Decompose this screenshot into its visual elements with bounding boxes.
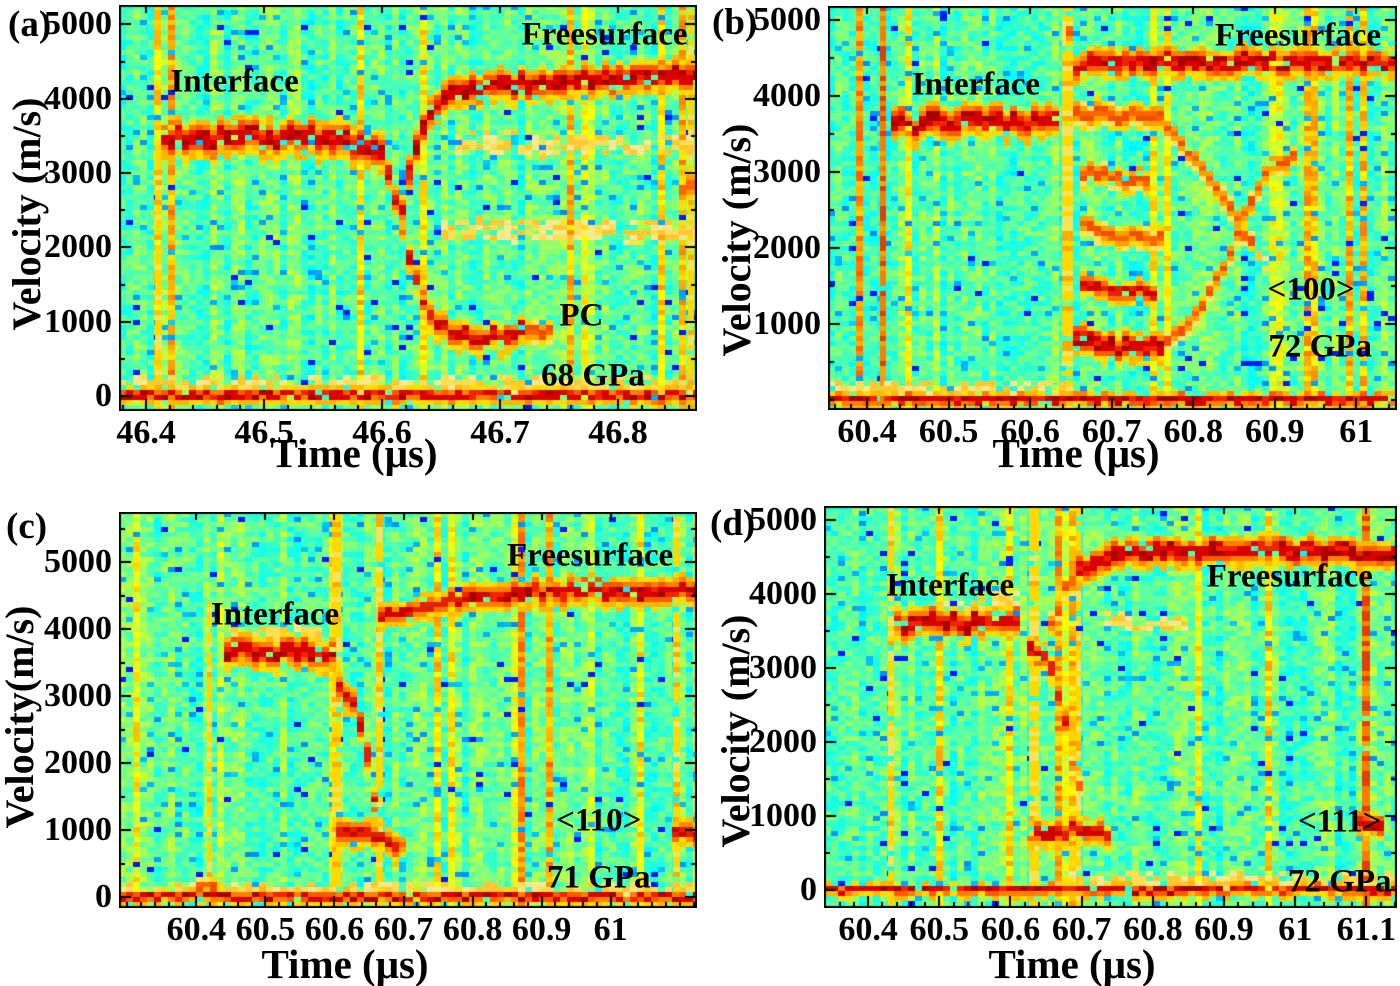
x-tick-label: 46.6	[352, 414, 412, 451]
annotation-interface: Interface	[885, 567, 1015, 604]
y-tick-label: 2000	[44, 744, 112, 782]
x-axis-title-b: Time (μs)	[992, 430, 1160, 476]
y-tick-label: 4000	[44, 610, 112, 648]
annotation-72-gpa: 72 GPa	[1268, 328, 1372, 365]
annotation-freesurface: Freesurface	[1206, 558, 1373, 595]
x-tick-label: 60.5	[909, 911, 970, 948]
y-tick-label: 4000	[44, 79, 112, 117]
x-axis-title-a: Time (μs)	[270, 430, 438, 476]
x-tick-label: 46.8	[588, 414, 648, 451]
y-tick-label: 1000	[44, 302, 112, 340]
x-tick-label: 60.7	[1081, 413, 1142, 450]
y-tick-label: 0	[95, 377, 112, 415]
y-tick-label: 4000	[753, 77, 821, 115]
annotation-68-gpa: 68 GPa	[541, 357, 645, 394]
annotation-interface: Interface	[210, 596, 340, 633]
annotation-freesurface: Freesurface	[521, 16, 688, 53]
x-tick-label: 46.4	[116, 414, 176, 451]
y-axis-title-c: Velocity(m/s)	[0, 605, 42, 829]
annotation--110-: <110>	[556, 802, 642, 839]
annotation--100-: <100>	[1267, 271, 1355, 308]
y-tick-label: 5000	[44, 5, 112, 43]
x-tick-label: 60.8	[1163, 413, 1223, 450]
x-tick-label: 60.7	[373, 911, 434, 948]
y-tick-label: 3000	[44, 677, 112, 715]
y-tick-label: 1000	[749, 797, 817, 835]
x-tick-label: 46.7	[470, 414, 530, 451]
y-tick-label: 1000	[753, 305, 821, 343]
x-tick-label: 61	[1339, 413, 1374, 450]
x-tick-label: 60.9	[511, 911, 572, 948]
y-tick-label: 2000	[44, 228, 112, 266]
x-tick-label: 60.5	[918, 413, 979, 450]
panel-letter-a: (a)	[8, 4, 52, 45]
y-tick-label: 5000	[753, 1, 821, 39]
panel-letter-b: (b)	[712, 2, 758, 43]
x-tick-label: 61	[593, 911, 628, 948]
y-tick-label: 5000	[44, 543, 112, 581]
x-tick-label: 60.8	[442, 911, 503, 948]
annotation--111-: <111>	[1297, 803, 1382, 840]
annotation-72-gpa: 72 GPa	[1287, 863, 1392, 900]
x-tick-label: 60.6	[1000, 413, 1060, 450]
y-tick-label: 3000	[44, 154, 112, 192]
x-tick-label: 60.8	[1123, 911, 1183, 948]
y-tick-label: 3000	[753, 153, 821, 191]
y-axis-title-a: Velocity (m/s)	[4, 97, 49, 331]
x-tick-label: 60.4	[166, 911, 227, 948]
annotation-interface: Interface	[170, 63, 299, 100]
x-tick-label: 60.4	[837, 413, 897, 450]
spectrogram-canvas-d	[824, 506, 1397, 908]
x-tick-label: 60.9	[1244, 413, 1305, 450]
annotation-pc: PC	[559, 297, 604, 334]
x-axis-title-d: Time (μs)	[988, 941, 1156, 986]
x-tick-label: 61	[1278, 911, 1313, 948]
y-axis-title-b: Velocity (m/s)	[714, 123, 759, 357]
x-tick-label: 60.6	[304, 911, 365, 948]
x-tick-label: 61.1	[1336, 911, 1397, 948]
y-tick-label: 1000	[44, 811, 112, 849]
y-tick-label: 0	[95, 878, 112, 916]
y-tick-label: 0	[800, 871, 817, 909]
x-tick-label: 60.4	[838, 911, 898, 948]
panel-letter-d: (d)	[710, 503, 756, 544]
y-tick-label: 3000	[749, 649, 817, 687]
y-tick-label: 2000	[753, 229, 821, 267]
y-tick-label: 5000	[749, 501, 817, 539]
x-tick-label: 60.5	[235, 911, 296, 948]
x-tick-label: 60.6	[980, 911, 1041, 948]
annotation-interface: Interface	[911, 66, 1041, 103]
y-tick-label: 4000	[749, 575, 817, 613]
x-tick-label: 60.9	[1194, 911, 1254, 948]
spectrogram-canvas-c	[119, 512, 697, 908]
x-axis-title-c: Time (μs)	[261, 941, 429, 986]
x-tick-label: 46.5	[234, 414, 294, 451]
x-tick-label: 60.7	[1051, 911, 1112, 948]
spectrogram-canvas-b	[828, 6, 1397, 410]
y-tick-label: 2000	[749, 723, 817, 761]
annotation-71-gpa: 71 GPa	[546, 859, 651, 896]
annotation-freesurface: Freesurface	[1214, 17, 1382, 54]
spectrogram-canvas-a	[119, 5, 697, 411]
annotation-freesurface: Freesurface	[506, 537, 674, 574]
panel-letter-c: (c)	[6, 506, 48, 547]
